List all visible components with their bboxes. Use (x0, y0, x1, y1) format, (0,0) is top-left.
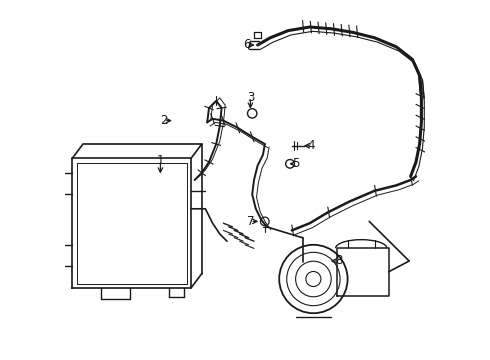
Text: 8: 8 (335, 255, 343, 267)
Text: 2: 2 (160, 114, 168, 127)
Text: 5: 5 (292, 157, 299, 170)
Text: 3: 3 (246, 91, 254, 104)
Text: 1: 1 (157, 154, 164, 167)
Text: 7: 7 (246, 215, 254, 228)
Text: 6: 6 (243, 39, 250, 51)
Text: 4: 4 (308, 139, 316, 152)
